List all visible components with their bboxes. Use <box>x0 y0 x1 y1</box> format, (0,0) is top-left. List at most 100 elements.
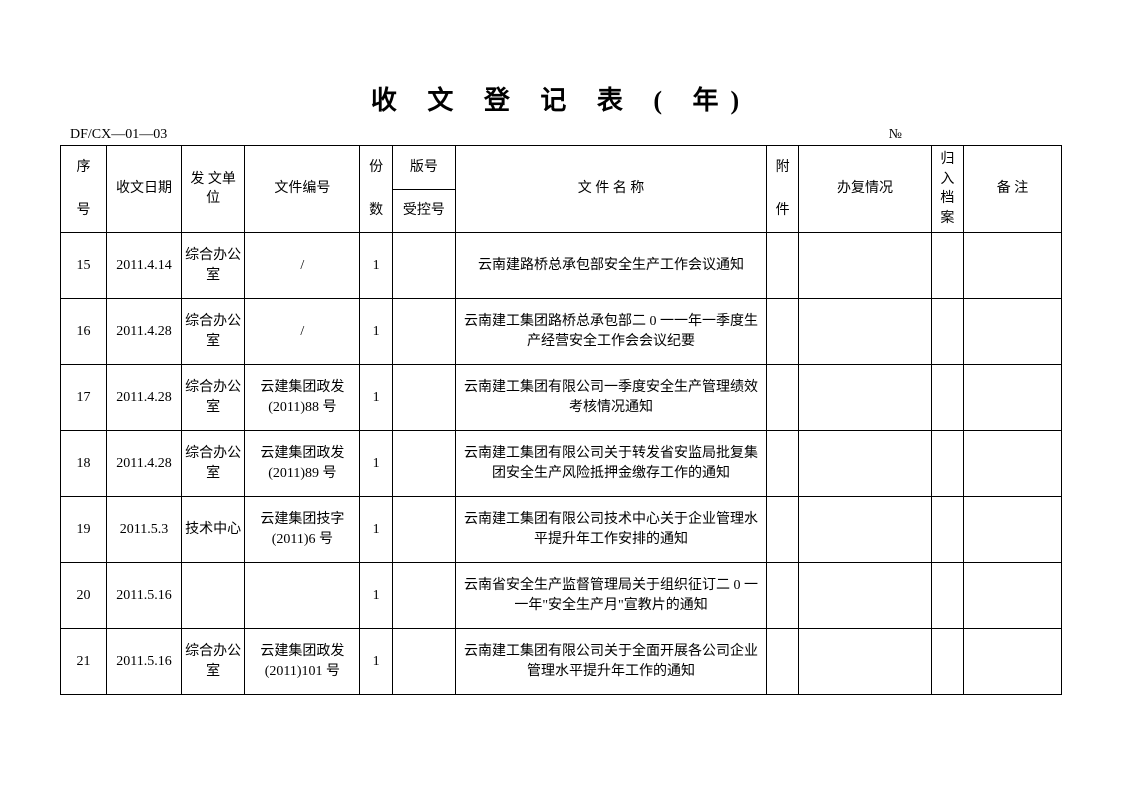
cell-remark <box>964 563 1062 629</box>
cell-date: 2011.4.28 <box>107 431 182 497</box>
cell-date: 2011.4.14 <box>107 233 182 299</box>
cell-docno: 云建集团技字(2011)6 号 <box>245 497 360 563</box>
cell-version <box>392 563 455 629</box>
table-row: 202011.5.16 1 云南省安全生产监督管理局关于组织征订二 0 一一年"安全… <box>61 563 1062 629</box>
page-title: 收 文 登 记 表 ( 年) <box>60 80 1062 117</box>
cell-docno <box>245 563 360 629</box>
cell-sender: 综合办公室 <box>181 233 244 299</box>
table-row: 192011.5.3技术中心云建集团技字(2011)6 号1 云南建工集团有限公司… <box>61 497 1062 563</box>
cell-version <box>392 431 455 497</box>
cell-copies: 1 <box>360 563 392 629</box>
cell-name: 云南建工集团路桥总承包部二 0 一一年一季度生产经营安全工作会会议纪要 <box>456 299 767 365</box>
table-body: 152011.4.14综合办公室/1云南建路桥总承包部安全生产工作会议通知162… <box>61 233 1062 695</box>
col-remark: 备 注 <box>964 146 1062 233</box>
col-archive: 归入档案 <box>931 146 963 233</box>
cell-archive <box>931 431 963 497</box>
cell-reply <box>799 365 931 431</box>
cell-docno: 云建集团政发(2011)101 号 <box>245 629 360 695</box>
cell-archive <box>931 365 963 431</box>
cell-sender <box>181 563 244 629</box>
form-code: DF/CX—01—03 <box>70 127 167 143</box>
cell-remark <box>964 497 1062 563</box>
receipt-register-table: 序 收文日期 发 文单 位 文件编号 份 版号 文 件 名 称 附 办复情况 归… <box>60 145 1062 695</box>
cell-archive <box>931 629 963 695</box>
cell-name: 云南建工集团有限公司关于转发省安监局批复集团安全生产风险抵押金缴存工作的通知 <box>456 431 767 497</box>
cell-reply <box>799 629 931 695</box>
col-seq-bot: 号 <box>61 189 107 233</box>
cell-copies: 1 <box>360 299 392 365</box>
cell-name: 云南建路桥总承包部安全生产工作会议通知 <box>456 233 767 299</box>
cell-reply <box>799 299 931 365</box>
cell-remark <box>964 431 1062 497</box>
col-copies-bot: 数 <box>360 189 392 233</box>
cell-attach <box>767 233 799 299</box>
table-row: 182011.4.28综合办公室云建集团政发(2011)89 号1 云南建工集团有… <box>61 431 1062 497</box>
cell-docno: 云建集团政发(2011)89 号 <box>245 431 360 497</box>
cell-date: 2011.5.16 <box>107 629 182 695</box>
cell-archive <box>931 563 963 629</box>
cell-attach <box>767 299 799 365</box>
cell-attach <box>767 431 799 497</box>
cell-remark <box>964 629 1062 695</box>
col-version-bot: 受控号 <box>392 189 455 233</box>
cell-remark <box>964 299 1062 365</box>
cell-name: 云南省安全生产监督管理局关于组织征订二 0 一一年"安全生产月"宣教片的通知 <box>456 563 767 629</box>
cell-copies: 1 <box>360 233 392 299</box>
cell-version <box>392 233 455 299</box>
cell-docno: 云建集团政发(2011)88 号 <box>245 365 360 431</box>
cell-attach <box>767 629 799 695</box>
col-version-top: 版号 <box>392 146 455 190</box>
col-reply: 办复情况 <box>799 146 931 233</box>
col-seq-top: 序 <box>61 146 107 190</box>
col-attach-top: 附 <box>767 146 799 190</box>
cell-docno: / <box>245 299 360 365</box>
cell-date: 2011.5.3 <box>107 497 182 563</box>
table-row: 172011.4.28综合办公室云建集团政发(2011)88 号1 云南建工集团有… <box>61 365 1062 431</box>
cell-remark <box>964 365 1062 431</box>
cell-version <box>392 299 455 365</box>
cell-archive <box>931 497 963 563</box>
cell-archive <box>931 233 963 299</box>
cell-reply <box>799 563 931 629</box>
cell-sender: 综合办公室 <box>181 365 244 431</box>
cell-attach <box>767 497 799 563</box>
cell-name: 云南建工集团有限公司一季度安全生产管理绩效考核情况通知 <box>456 365 767 431</box>
cell-date: 2011.4.28 <box>107 365 182 431</box>
cell-sender: 技术中心 <box>181 497 244 563</box>
table-row: 162011.4.28综合办公室/1云南建工集团路桥总承包部二 0 一一年一季度… <box>61 299 1062 365</box>
col-sender: 发 文单 位 <box>181 146 244 233</box>
col-name: 文 件 名 称 <box>456 146 767 233</box>
cell-attach <box>767 365 799 431</box>
cell-name: 云南建工集团有限公司技术中心关于企业管理水平提升年工作安排的通知 <box>456 497 767 563</box>
cell-docno: / <box>245 233 360 299</box>
table-row: 152011.4.14综合办公室/1 云南建路桥总承包部安全生产工作会议通知 <box>61 233 1062 299</box>
header-row: DF/CX—01—03 № <box>60 127 1062 143</box>
table-row: 212011.5.16综合办公室云建集团政发(2011)101 号1 云南建工集团… <box>61 629 1062 695</box>
cell-reply <box>799 497 931 563</box>
cell-seq: 15 <box>61 233 107 299</box>
cell-seq: 20 <box>61 563 107 629</box>
cell-version <box>392 629 455 695</box>
cell-copies: 1 <box>360 629 392 695</box>
cell-date: 2011.4.28 <box>107 299 182 365</box>
cell-seq: 19 <box>61 497 107 563</box>
cell-name: 云南建工集团有限公司关于全面开展各公司企业管理水平提升年工作的通知 <box>456 629 767 695</box>
cell-sender: 综合办公室 <box>181 629 244 695</box>
cell-seq: 18 <box>61 431 107 497</box>
col-date: 收文日期 <box>107 146 182 233</box>
cell-version <box>392 497 455 563</box>
cell-seq: 17 <box>61 365 107 431</box>
cell-attach <box>767 563 799 629</box>
cell-remark <box>964 233 1062 299</box>
number-symbol: № <box>889 127 1052 143</box>
cell-reply <box>799 233 931 299</box>
cell-copies: 1 <box>360 497 392 563</box>
cell-seq: 21 <box>61 629 107 695</box>
cell-sender: 综合办公室 <box>181 431 244 497</box>
col-attach-bot: 件 <box>767 189 799 233</box>
cell-version <box>392 365 455 431</box>
col-copies-top: 份 <box>360 146 392 190</box>
cell-copies: 1 <box>360 431 392 497</box>
cell-copies: 1 <box>360 365 392 431</box>
cell-date: 2011.5.16 <box>107 563 182 629</box>
